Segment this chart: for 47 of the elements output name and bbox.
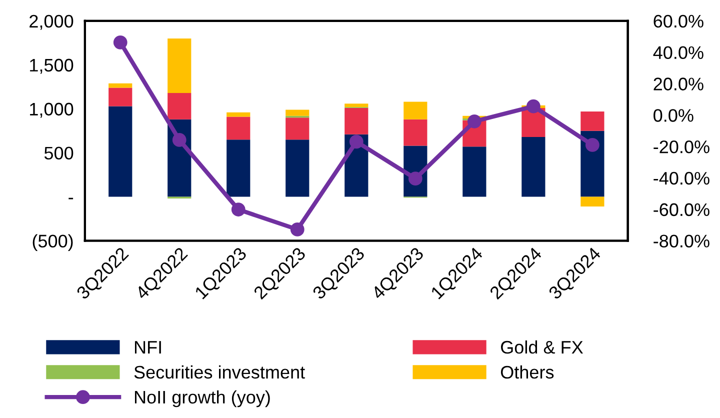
bar xyxy=(286,110,310,116)
point xyxy=(231,202,246,216)
y2-tick-label: -40.0% xyxy=(654,172,710,185)
y-tick-label: - xyxy=(68,198,74,200)
bar xyxy=(286,140,310,197)
y2-tick-label: 40.0% xyxy=(653,46,704,60)
y-tick-label: (500) xyxy=(32,234,73,252)
bar xyxy=(404,102,428,120)
point xyxy=(172,133,186,147)
bar xyxy=(404,119,428,146)
y-tick-label: 1,500 xyxy=(30,58,74,74)
bar xyxy=(168,38,192,94)
bar xyxy=(226,112,250,117)
bar xyxy=(286,118,310,140)
bar xyxy=(580,196,604,206)
bar xyxy=(462,146,486,197)
y2-tick-label: -80.0% xyxy=(654,234,710,248)
bar xyxy=(344,108,368,134)
legend-label: Gold & FX xyxy=(501,340,583,354)
point xyxy=(290,222,304,236)
y2-tick-label: -60.0% xyxy=(654,203,710,216)
bar xyxy=(226,140,250,197)
point xyxy=(467,114,482,128)
y-tick-label: 1,000 xyxy=(30,102,74,118)
legend-label: Securities investment xyxy=(134,365,305,379)
point xyxy=(408,172,422,186)
point xyxy=(349,134,364,149)
bar xyxy=(226,116,250,140)
y-tick-label: 500 xyxy=(44,146,74,160)
bar xyxy=(108,83,132,88)
legend-label: NoII growth (yoy) xyxy=(134,390,270,408)
y2-tick-label: 20.0% xyxy=(654,78,704,90)
y2-tick-label: 0.0% xyxy=(654,109,694,122)
y2-tick-label: 60.0% xyxy=(654,14,704,28)
point xyxy=(526,99,540,114)
bar xyxy=(522,136,546,197)
y-tick-label: 2,000 xyxy=(30,14,74,30)
legend-label: NFI xyxy=(134,341,161,354)
point xyxy=(113,35,128,50)
point xyxy=(585,138,600,152)
bar xyxy=(108,88,132,106)
bar xyxy=(344,104,368,108)
y2-tick-label: -20.0% xyxy=(654,140,710,154)
bar xyxy=(108,106,132,197)
bar xyxy=(580,111,604,131)
bar xyxy=(168,93,192,120)
legend-label: Others xyxy=(500,365,554,379)
